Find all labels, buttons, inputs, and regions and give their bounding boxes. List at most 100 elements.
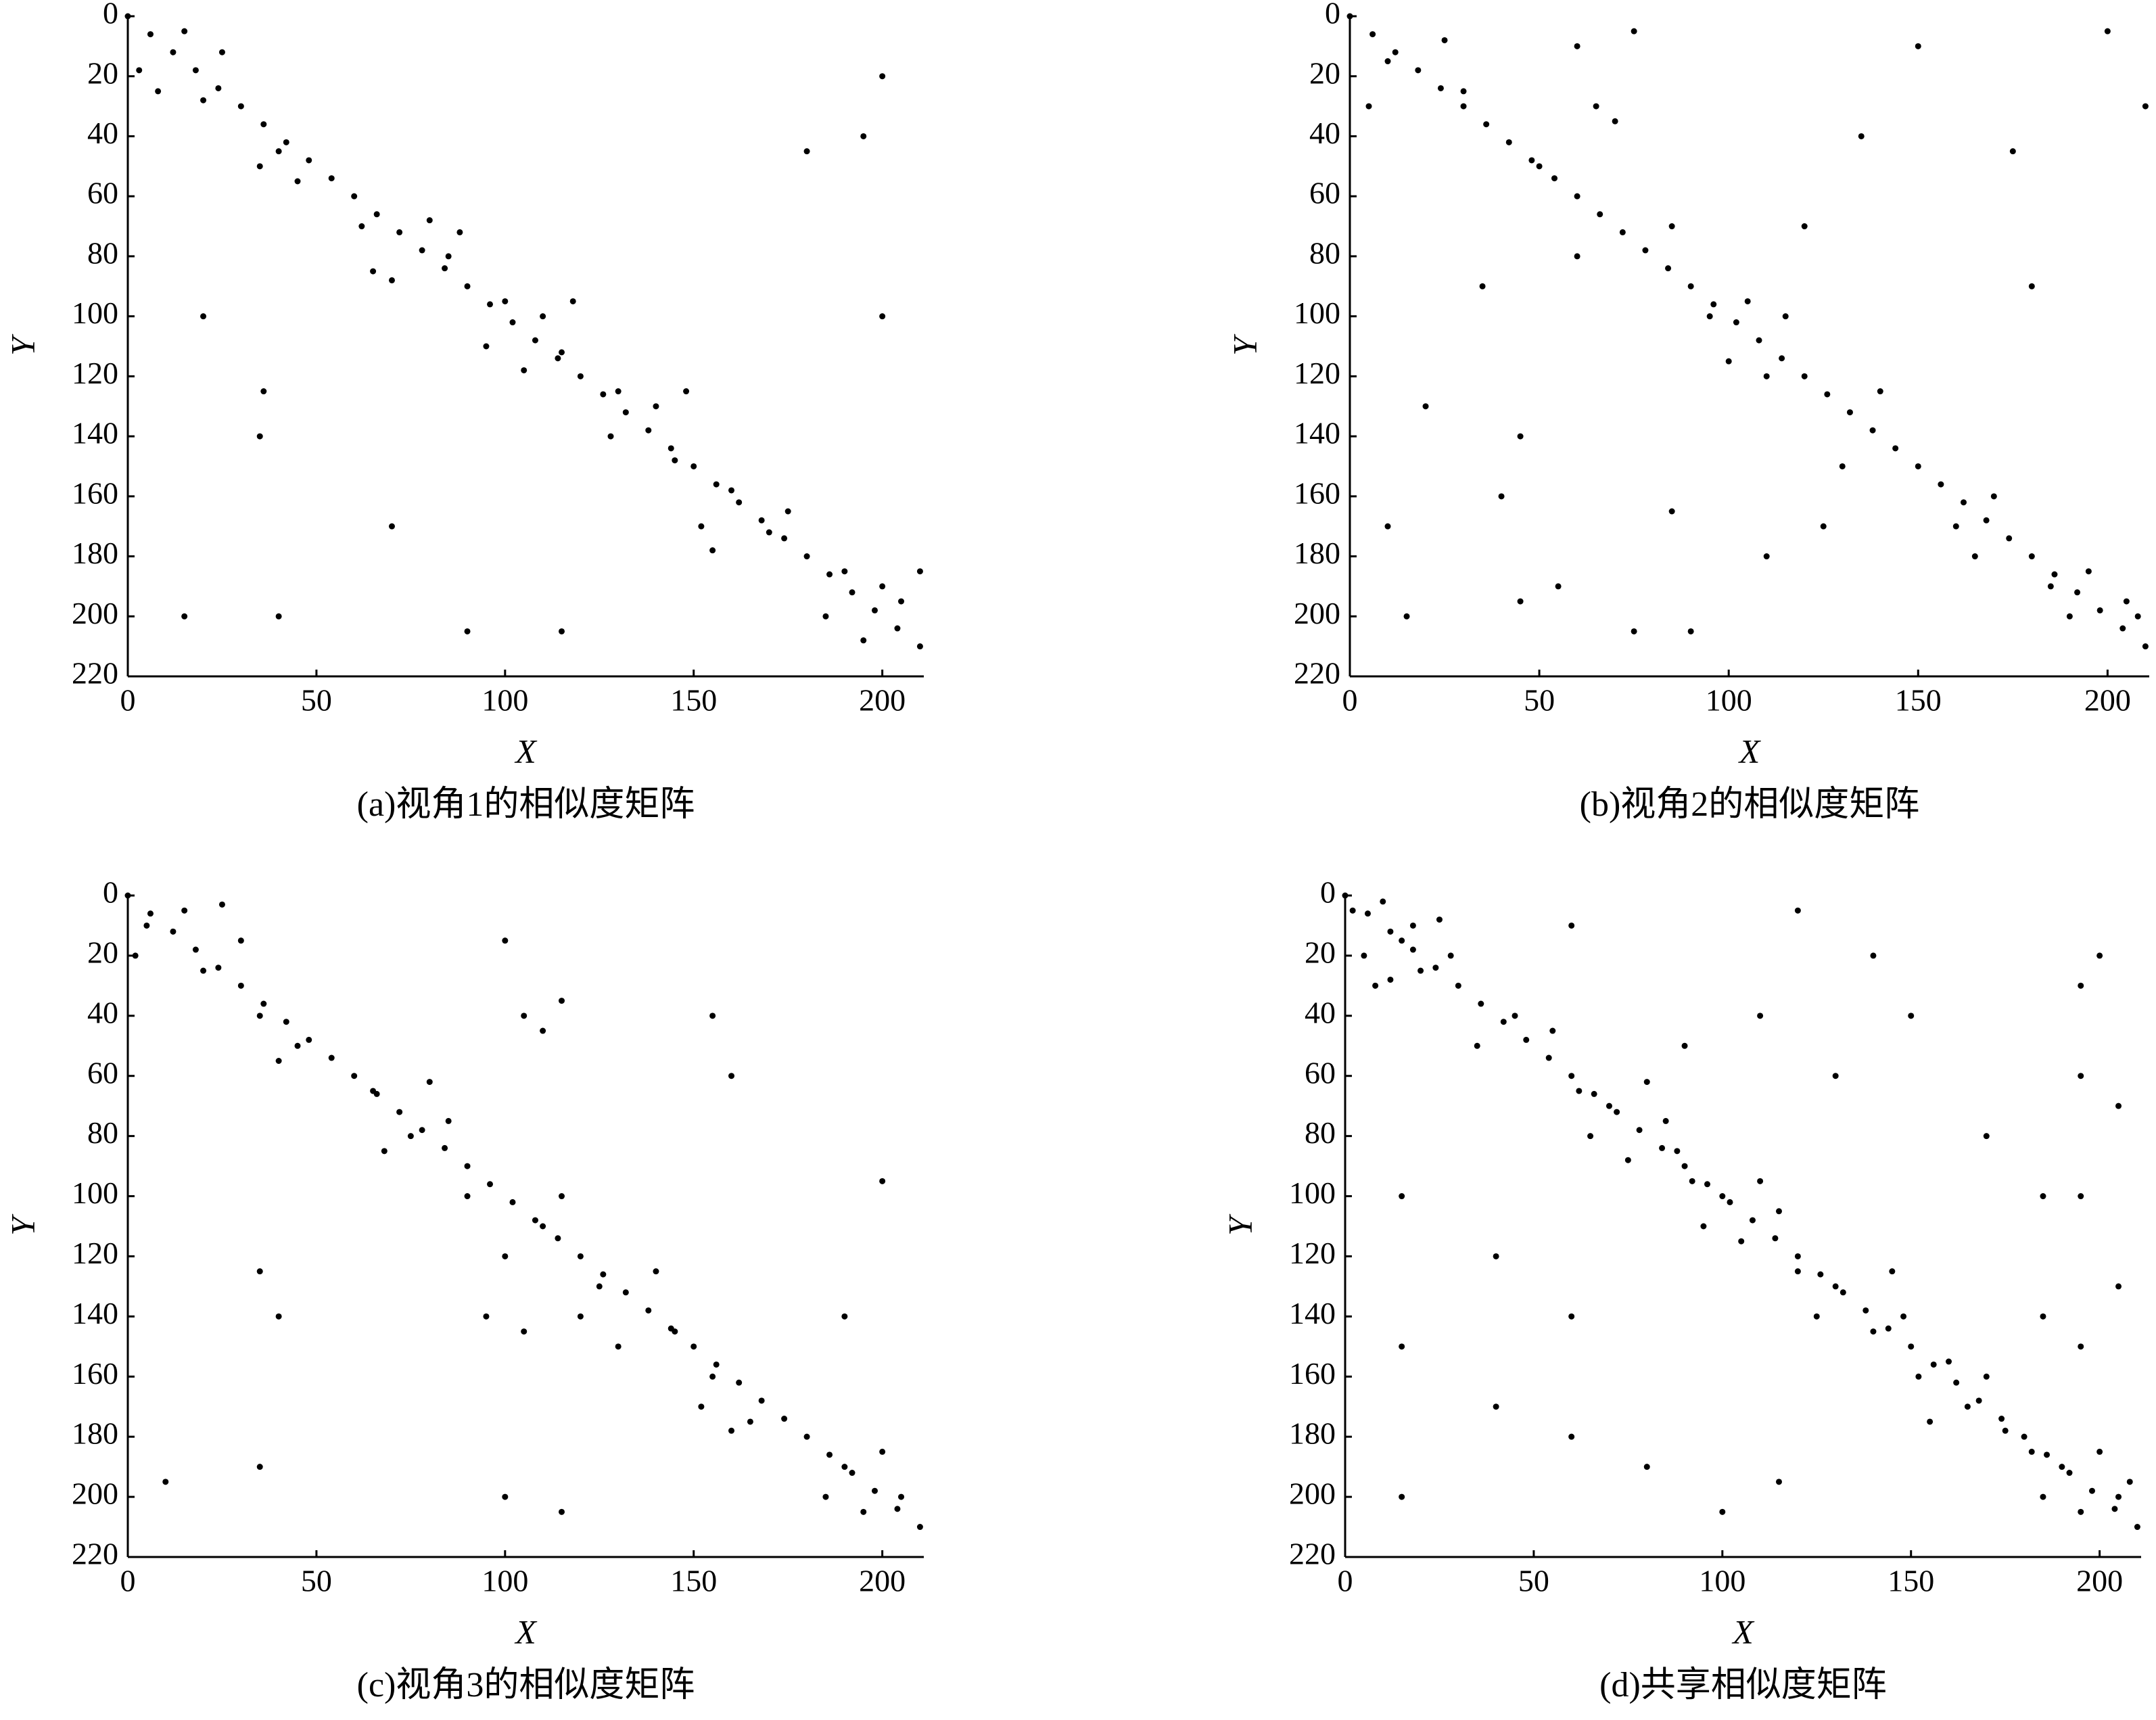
- point: [1733, 319, 1739, 326]
- x-tick-label: 100: [1706, 683, 1752, 718]
- point: [2006, 535, 2013, 542]
- x-tick-label: 150: [1895, 683, 1942, 718]
- point: [1659, 1144, 1666, 1151]
- point: [1938, 481, 1944, 488]
- y-tick-label: 100: [1289, 1176, 1336, 1210]
- point: [283, 1019, 289, 1025]
- point: [2021, 1433, 2028, 1440]
- point: [1665, 265, 1672, 272]
- point: [1631, 628, 1637, 634]
- point: [766, 529, 772, 536]
- point: [1975, 1397, 1982, 1404]
- y-tick-label: 40: [1309, 116, 1340, 150]
- point: [388, 277, 395, 283]
- point: [1576, 1088, 1583, 1094]
- point: [826, 1451, 833, 1458]
- point: [690, 463, 697, 469]
- point: [143, 922, 150, 929]
- point: [690, 1343, 697, 1350]
- point: [2134, 613, 2141, 620]
- point: [558, 998, 565, 1004]
- point: [747, 1418, 753, 1425]
- point: [1523, 1036, 1530, 1043]
- point: [237, 937, 244, 944]
- point: [1749, 1217, 1756, 1224]
- point: [1782, 313, 1789, 320]
- x-axis-label: X: [1738, 732, 1762, 770]
- y-tick-label: 60: [87, 176, 118, 210]
- point: [871, 1487, 878, 1494]
- point: [1399, 937, 1405, 944]
- point: [1971, 553, 1978, 560]
- point: [483, 1313, 490, 1320]
- point: [1574, 193, 1580, 200]
- point: [2002, 1427, 2009, 1434]
- point: [849, 589, 856, 596]
- point: [1727, 1199, 1733, 1205]
- point: [803, 553, 810, 560]
- point: [709, 1373, 716, 1380]
- point: [1624, 1157, 1631, 1163]
- point: [124, 13, 131, 20]
- point: [1441, 37, 1448, 43]
- point: [698, 1403, 705, 1410]
- y-tick-label: 220: [72, 1537, 118, 1571]
- point: [328, 1054, 335, 1061]
- point: [1824, 391, 1831, 398]
- y-tick-label: 220: [72, 656, 118, 691]
- point: [2078, 1193, 2084, 1200]
- point: [502, 1493, 509, 1500]
- point: [1794, 907, 1801, 914]
- point: [1983, 517, 1990, 524]
- y-tick-label: 40: [87, 116, 118, 150]
- point: [1361, 952, 1367, 959]
- point: [1668, 223, 1675, 230]
- y-tick-label: 0: [1320, 875, 1336, 910]
- x-tick-label: 150: [670, 683, 717, 718]
- point: [558, 1193, 565, 1200]
- point: [1432, 964, 1439, 971]
- caption: (b)视角2的相似度矩阵: [1580, 785, 1920, 824]
- point: [672, 457, 678, 464]
- point: [1763, 553, 1770, 560]
- y-tick-label: 200: [1294, 596, 1340, 630]
- point: [170, 49, 177, 55]
- y-tick-label: 180: [72, 1416, 118, 1451]
- point: [1392, 49, 1399, 55]
- point: [1668, 508, 1675, 515]
- point: [898, 598, 905, 605]
- point: [1517, 598, 1524, 605]
- point: [1953, 1379, 1960, 1386]
- y-tick-label: 160: [72, 475, 118, 510]
- point: [1900, 1313, 1907, 1320]
- point: [294, 1042, 301, 1049]
- point: [672, 1328, 678, 1335]
- point: [1990, 493, 1997, 500]
- point: [260, 388, 267, 395]
- point: [803, 148, 810, 155]
- point: [1505, 139, 1512, 145]
- x-tick-label: 100: [482, 683, 528, 718]
- point: [622, 1289, 629, 1296]
- point: [1700, 1223, 1707, 1230]
- point: [407, 1133, 414, 1140]
- point: [502, 1253, 509, 1259]
- point: [487, 1181, 494, 1188]
- point: [645, 427, 652, 434]
- point: [306, 157, 312, 164]
- point: [419, 1127, 425, 1134]
- point: [2059, 1464, 2065, 1470]
- point: [1870, 1328, 1877, 1335]
- point: [1885, 1325, 1892, 1332]
- point: [275, 1313, 282, 1320]
- point: [841, 1464, 848, 1470]
- y-tick-label: 160: [1294, 475, 1340, 510]
- y-axis-label: Y: [3, 1213, 41, 1236]
- point: [521, 367, 528, 373]
- point: [1794, 1268, 1801, 1275]
- point: [558, 628, 565, 634]
- point: [894, 625, 901, 632]
- point: [1479, 283, 1486, 289]
- point: [215, 85, 222, 91]
- point: [218, 49, 225, 55]
